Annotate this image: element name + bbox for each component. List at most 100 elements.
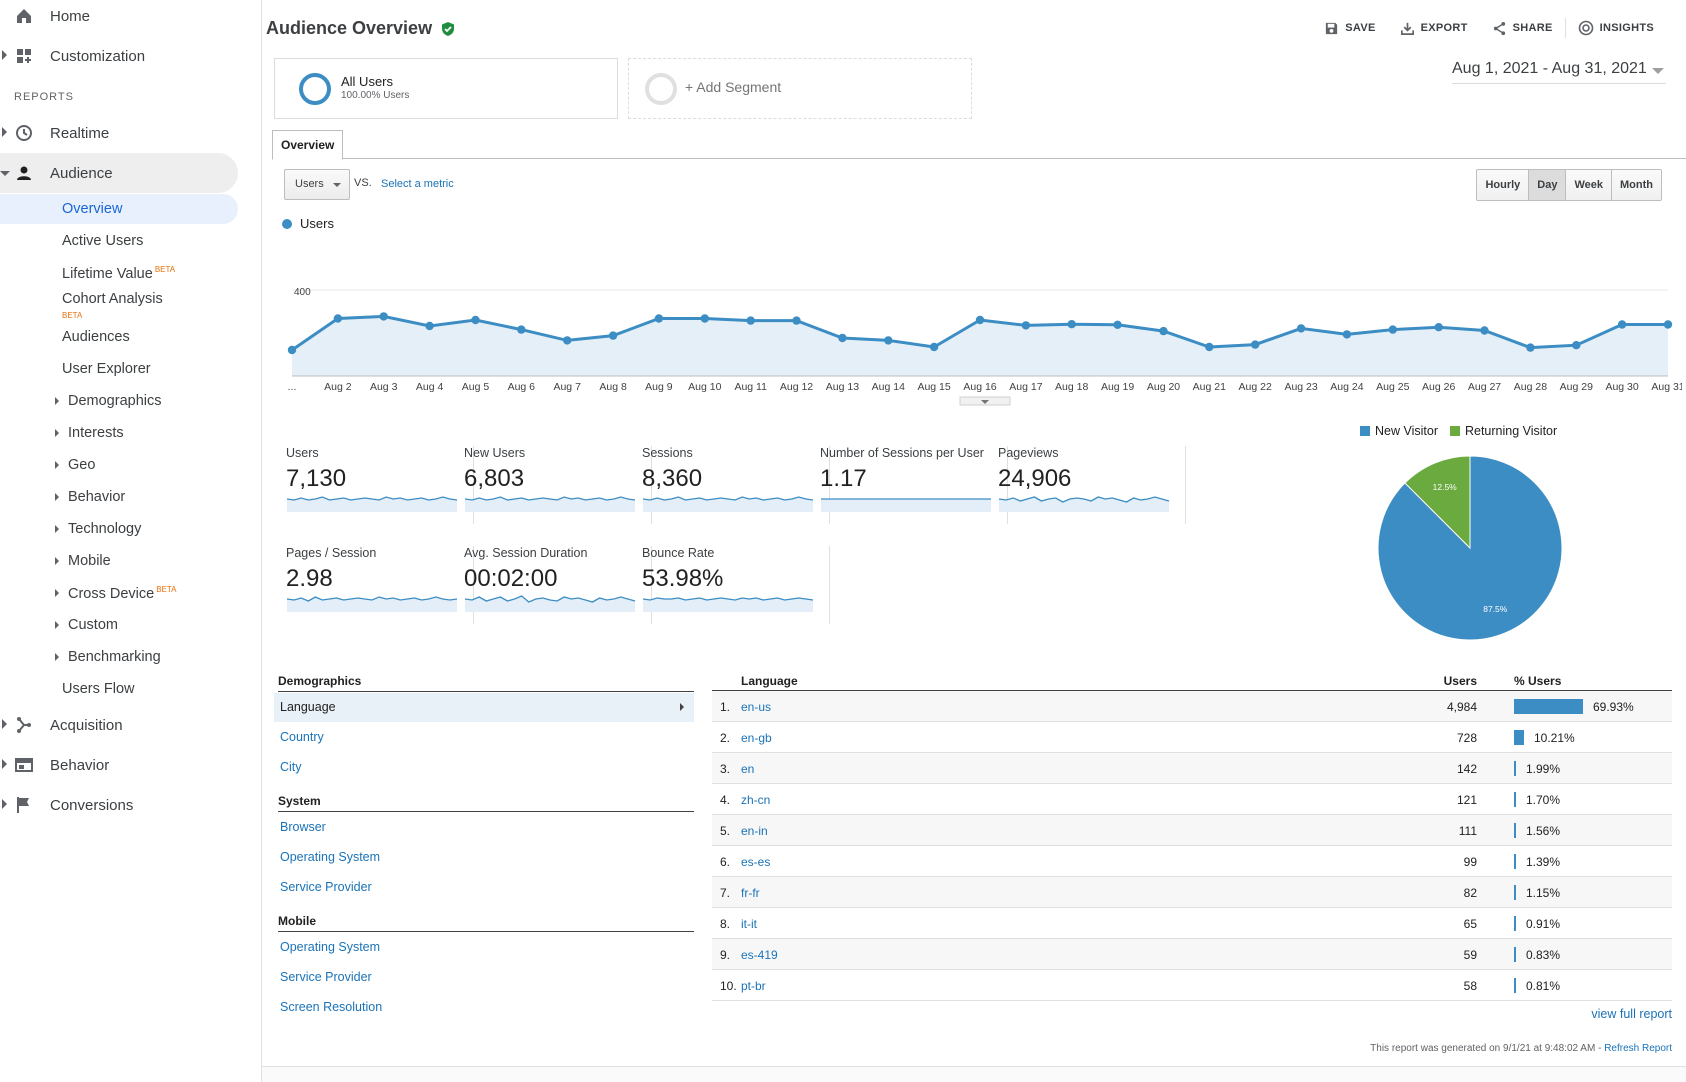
data-point[interactable] <box>333 314 343 323</box>
granularity-month[interactable]: Month <box>1612 170 1661 200</box>
language-link[interactable]: en <box>741 762 755 776</box>
data-point[interactable] <box>1434 323 1443 332</box>
nav-realtime[interactable]: Realtime <box>0 113 238 153</box>
data-point[interactable] <box>1251 340 1260 349</box>
nav-audience-label: Audience <box>50 164 113 182</box>
sidebar-item-behavior[interactable]: Behavior <box>0 482 238 512</box>
x-tick-label: Aug 29 <box>1560 381 1593 393</box>
nav-acquisition[interactable]: Acquisition <box>0 705 238 745</box>
sidebar-item-custom[interactable]: Custom <box>0 610 238 640</box>
system-browser-link[interactable]: Browser <box>280 820 326 834</box>
system-service-provider-link[interactable]: Service Provider <box>280 880 372 894</box>
nav-home[interactable]: Home <box>0 0 238 36</box>
nav-audience[interactable]: Audience <box>0 153 238 193</box>
sidebar-item-mobile[interactable]: Mobile <box>0 546 238 576</box>
language-link[interactable]: en-in <box>741 824 768 838</box>
clock-icon <box>16 125 32 141</box>
sidebar-item-user-explorer[interactable]: User Explorer <box>0 354 238 384</box>
sidebar-item-technology[interactable]: Technology <box>0 514 238 544</box>
granularity-day[interactable]: Day <box>1529 170 1567 200</box>
sidebar-item-cross-device[interactable]: Cross Device BETA <box>0 578 238 608</box>
language-link[interactable]: it-it <box>741 917 757 931</box>
data-point[interactable] <box>608 331 618 340</box>
legend-returning-visitor: Returning Visitor <box>1449 424 1557 438</box>
sidebar-item-active-users[interactable]: Active Users <box>0 226 238 256</box>
mobile-screen-resolution-link[interactable]: Screen Resolution <box>280 1000 383 1014</box>
tab-overview[interactable]: Overview <box>272 130 344 160</box>
save-button[interactable]: SAVE <box>1312 18 1387 38</box>
sidebar-item-benchmarking[interactable]: Benchmarking <box>0 642 238 672</box>
system-os-link[interactable]: Operating System <box>280 850 381 864</box>
nav-conversions[interactable]: Conversions <box>0 785 238 825</box>
pct-value: 69.93% <box>1593 700 1634 714</box>
date-range-picker[interactable]: Aug 1, 2021 - Aug 31, 2021 <box>1452 60 1666 84</box>
data-point[interactable] <box>1388 325 1398 334</box>
data-point[interactable] <box>975 315 985 325</box>
data-point[interactable] <box>1021 321 1031 330</box>
sidebar-item-geo[interactable]: Geo <box>0 450 238 480</box>
data-point[interactable] <box>654 314 664 323</box>
data-point[interactable] <box>1113 320 1122 329</box>
sidebar-item-audiences[interactable]: Audiences <box>0 322 238 352</box>
language-link[interactable]: zh-cn <box>741 793 771 807</box>
sidebar-item-cohort-analysis[interactable]: Cohort Analysis BETA <box>0 284 238 320</box>
sidebar-item-interests[interactable]: Interests <box>0 418 238 448</box>
data-point[interactable] <box>1663 320 1673 329</box>
sidebar-item-demographics[interactable]: Demographics <box>0 386 238 416</box>
metric-select[interactable]: Users <box>284 169 350 200</box>
data-point[interactable] <box>471 315 480 325</box>
data-point[interactable] <box>1342 330 1352 339</box>
data-point[interactable] <box>517 325 526 334</box>
data-point[interactable] <box>425 321 434 331</box>
nav-behavior[interactable]: Behavior <box>0 745 238 785</box>
language-link[interactable]: en-gb <box>741 731 772 745</box>
granularity-hourly[interactable]: Hourly <box>1477 170 1530 200</box>
sparkline-line <box>464 496 636 501</box>
data-point[interactable] <box>379 312 388 321</box>
insights-button[interactable]: INSIGHTS <box>1566 18 1666 38</box>
data-point[interactable] <box>1159 326 1168 336</box>
granularity-week[interactable]: Week <box>1566 170 1613 200</box>
table-row: 7. fr-fr 82 1.15% <box>712 877 1672 908</box>
segment-all-users[interactable]: All Users 100.00% Users <box>274 58 618 119</box>
add-segment-label: + Add Segment <box>685 79 782 95</box>
language-link[interactable]: fr-fr <box>741 886 760 900</box>
demographics-language-link[interactable]: Language <box>274 693 694 722</box>
nav-customization[interactable]: Customization <box>0 36 238 76</box>
data-point[interactable] <box>1617 320 1627 329</box>
data-point[interactable] <box>884 336 893 345</box>
pie-slice[interactable] <box>1404 456 1471 550</box>
data-point[interactable] <box>1480 326 1489 335</box>
data-point[interactable] <box>792 316 801 325</box>
select-metric-link[interactable]: Select a metric <box>381 178 454 190</box>
data-point[interactable] <box>1205 342 1214 352</box>
data-point[interactable] <box>1572 341 1581 350</box>
pie-slice[interactable] <box>1377 456 1563 641</box>
metric-select-value: Users <box>295 178 324 190</box>
sidebar-item-users-flow[interactable]: Users Flow <box>0 674 238 704</box>
view-full-report-link[interactable]: view full report <box>1591 1007 1672 1021</box>
data-point[interactable] <box>1067 320 1076 329</box>
data-point[interactable] <box>1296 324 1306 333</box>
mobile-os-link[interactable]: Operating System <box>280 940 381 954</box>
language-link[interactable]: es-419 <box>741 948 778 962</box>
data-point[interactable] <box>563 336 572 345</box>
language-link[interactable]: es-es <box>741 855 771 869</box>
sidebar-item-overview[interactable]: Overview <box>0 194 238 224</box>
export-button[interactable]: EXPORT <box>1388 18 1480 38</box>
data-point[interactable] <box>287 345 297 355</box>
share-button[interactable]: SHARE <box>1480 18 1565 38</box>
data-point[interactable] <box>929 342 939 352</box>
data-point[interactable] <box>746 316 755 325</box>
add-segment-button[interactable]: + Add Segment <box>628 58 972 119</box>
data-point[interactable] <box>838 333 847 343</box>
refresh-report-link[interactable]: Refresh Report <box>1604 1043 1672 1054</box>
language-link[interactable]: en-us <box>741 700 772 714</box>
demographics-country-link[interactable]: Country <box>280 730 324 744</box>
language-link[interactable]: pt-br <box>741 979 766 993</box>
mobile-service-provider-link[interactable]: Service Provider <box>280 970 372 984</box>
data-point[interactable] <box>700 314 709 323</box>
data-point[interactable] <box>1526 343 1535 352</box>
demographics-city-link[interactable]: City <box>280 760 302 774</box>
sidebar-item-lifetime-value[interactable]: Lifetime Value BETA <box>0 258 238 288</box>
